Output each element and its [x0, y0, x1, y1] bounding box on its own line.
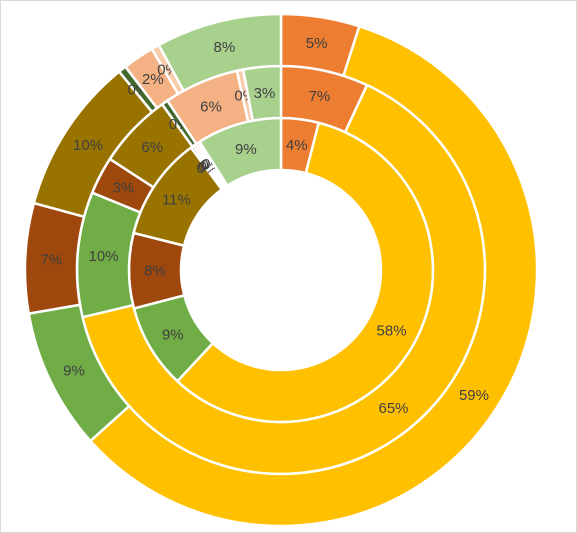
outer-slice-2: [88, 24, 539, 528]
inner-slice-5-label: 11%: [162, 192, 191, 209]
middle-slice-9-label: 3%: [254, 85, 276, 102]
outer-slice-3-label: 9%: [63, 362, 85, 379]
middle-slice-2-label: 65%: [379, 400, 409, 417]
outer-slice-4-label: 7%: [40, 251, 62, 268]
outer-slice-7-label: 2%: [142, 71, 164, 88]
outer-ring: 5%59%9%7%10%0%2%0%8%: [23, 12, 539, 528]
outer-slice-1-label: 5%: [306, 35, 328, 52]
inner-slice-3-label: 9%: [162, 327, 184, 344]
middle-slice-7-label: 6%: [200, 98, 222, 115]
middle-slice-4-label: 3%: [112, 179, 134, 196]
outer-slice-2-label: 59%: [459, 387, 489, 404]
outer-slice-5-label: 10%: [73, 137, 103, 154]
inner-slice-10-label: 9%: [235, 141, 257, 158]
inner-slice-2-label: 58%: [377, 322, 407, 339]
middle-slice-3-label: 10%: [89, 248, 119, 265]
inner-slice-1-label: 4%: [286, 137, 308, 154]
inner-ring: 4%58%9%8%11%0%0%0%0%9%: [127, 116, 435, 424]
middle-slice-1-label: 7%: [309, 88, 331, 105]
outer-slice-9: [157, 12, 283, 93]
middle-ring: 7%65%10%3%6%0%6%0%3%: [75, 64, 487, 476]
inner-slice-4-label: 8%: [144, 263, 166, 280]
outer-slice-9-label: 8%: [214, 39, 236, 56]
middle-slice-5-label: 6%: [141, 139, 163, 156]
